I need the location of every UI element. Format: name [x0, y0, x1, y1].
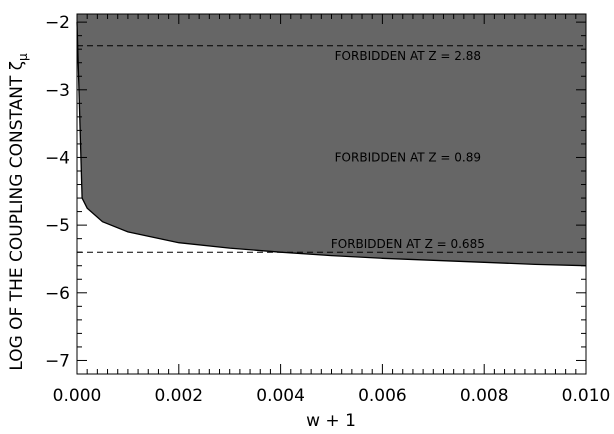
x-tick-label: 0.000 [53, 386, 102, 406]
y-tick-label: −3 [45, 81, 70, 101]
y-axis-label-main: LOG OF THE COUPLING CONSTANT ζ [7, 61, 27, 371]
x-tick-label: 0.002 [154, 386, 203, 406]
boundary-curve [76, 22, 587, 267]
region-annotation-1: FORBIDDEN AT Z = 2.88 [335, 49, 481, 63]
region-annotation-2: FORBIDDEN AT Z = 0.89 [335, 150, 481, 164]
y-axis-label: LOG OF THE COUPLING CONSTANT ζμ [7, 53, 30, 371]
y-tick-label: −4 [45, 148, 70, 168]
annotations: FORBIDDEN AT Z = 2.88 FORBIDDEN AT Z = 0.… [331, 49, 485, 251]
x-tick-label: 0.004 [256, 386, 305, 406]
y-tick-label: −6 [45, 284, 70, 304]
y-axis-label-subscript: μ [16, 53, 30, 61]
y-tick-label: −7 [45, 351, 70, 371]
x-tick-label: 0.008 [460, 386, 509, 406]
x-axis-label: w + 1 [306, 411, 356, 431]
dashed-lines [77, 45, 586, 253]
forbidden-region-3 [77, 14, 586, 266]
x-tick-label: 0.010 [562, 386, 611, 406]
y-tick-label: −2 [45, 13, 70, 33]
forbidden-regions [76, 14, 587, 267]
region-annotation-3: FORBIDDEN AT Z = 0.685 [331, 237, 485, 251]
x-tick-label: 0.006 [358, 386, 407, 406]
axis-ticks: 0.000 0.002 0.004 0.006 0.008 0.010 −7 −6 −5 −4 −3… [45, 13, 610, 406]
y-tick-label: −5 [45, 216, 70, 236]
